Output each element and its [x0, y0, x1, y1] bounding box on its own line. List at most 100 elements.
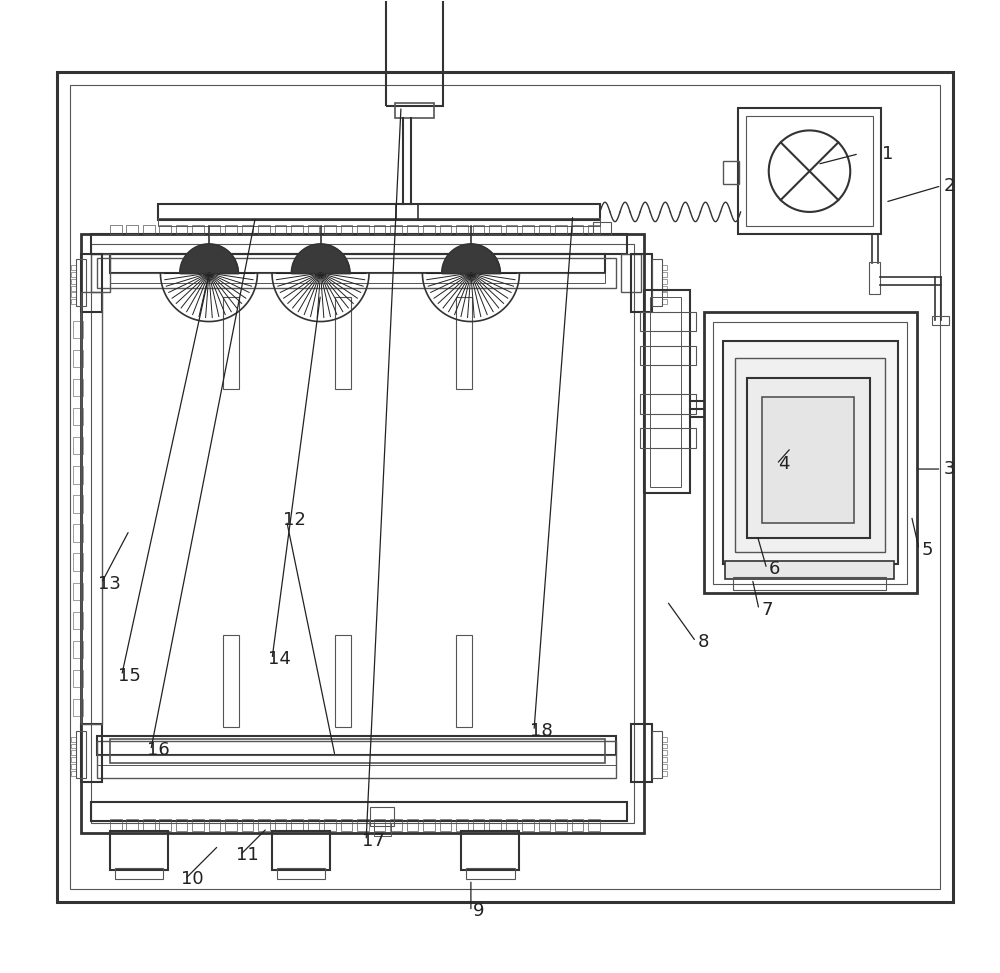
Bar	[390, 819, 402, 831]
Bar	[762, 397, 854, 523]
Bar	[662, 750, 667, 755]
Bar	[662, 286, 667, 291]
Bar	[324, 819, 336, 831]
Bar	[456, 635, 472, 727]
Bar	[662, 266, 667, 270]
Bar	[723, 341, 898, 564]
Text: 15: 15	[118, 667, 141, 685]
Bar	[91, 254, 110, 293]
Bar	[640, 345, 696, 365]
Bar	[747, 378, 870, 538]
Bar	[291, 225, 303, 234]
Bar	[159, 819, 171, 831]
Bar	[621, 254, 641, 293]
Bar	[539, 225, 550, 234]
Bar	[272, 831, 330, 870]
Bar	[522, 819, 534, 831]
Bar	[209, 225, 220, 234]
Bar	[644, 290, 690, 493]
Bar	[308, 819, 319, 831]
Bar	[662, 771, 667, 775]
Bar	[662, 737, 667, 741]
Bar	[97, 755, 616, 765]
Bar	[81, 293, 102, 724]
Text: 5: 5	[921, 541, 933, 559]
Bar	[395, 103, 434, 118]
Bar	[258, 819, 270, 831]
Bar	[588, 819, 600, 831]
Bar	[407, 225, 418, 234]
Bar	[73, 408, 83, 425]
Bar	[192, 819, 204, 831]
Bar	[110, 739, 605, 763]
Bar	[73, 378, 83, 396]
Bar	[71, 771, 76, 775]
Bar	[456, 225, 468, 234]
Bar	[662, 279, 667, 284]
Bar	[555, 819, 567, 831]
Bar	[71, 737, 76, 741]
Bar	[110, 831, 168, 870]
Bar	[456, 819, 468, 831]
Bar	[662, 757, 667, 762]
Bar	[73, 612, 83, 630]
Bar	[662, 764, 667, 769]
Bar	[335, 635, 351, 727]
Bar	[572, 819, 583, 831]
Bar	[275, 225, 286, 234]
Text: 14: 14	[268, 650, 291, 668]
Bar	[440, 225, 451, 234]
Bar	[593, 222, 611, 235]
Bar	[209, 819, 220, 831]
Bar	[291, 819, 303, 831]
Bar	[81, 724, 102, 782]
Bar	[81, 254, 102, 312]
Bar	[71, 279, 76, 284]
Bar	[71, 764, 76, 769]
Bar	[76, 731, 86, 777]
Text: 6: 6	[769, 560, 780, 578]
Text: 1: 1	[882, 145, 894, 162]
Bar	[423, 819, 435, 831]
Bar	[631, 724, 652, 782]
Bar	[662, 743, 667, 748]
Bar	[466, 868, 515, 880]
Bar	[932, 316, 949, 325]
Bar	[386, 0, 443, 106]
Bar	[308, 225, 319, 234]
Bar	[277, 868, 325, 880]
Bar	[115, 868, 163, 880]
Bar	[396, 204, 418, 220]
Bar	[126, 819, 138, 831]
Bar	[81, 234, 644, 833]
Bar	[506, 225, 517, 234]
Bar	[456, 298, 472, 389]
Bar	[192, 225, 204, 234]
Bar	[143, 225, 155, 234]
Bar	[335, 298, 351, 389]
Bar	[110, 273, 605, 283]
Bar	[73, 641, 83, 658]
Bar	[143, 819, 155, 831]
Bar	[423, 225, 435, 234]
Bar	[650, 298, 681, 486]
Bar	[76, 260, 86, 306]
Bar	[71, 293, 76, 298]
Bar	[461, 831, 519, 870]
Bar	[723, 161, 739, 184]
Bar	[71, 286, 76, 291]
Text: 11: 11	[236, 847, 259, 864]
Bar	[506, 819, 517, 831]
Bar	[158, 218, 600, 226]
Bar	[440, 819, 451, 831]
Bar	[225, 819, 237, 831]
Bar	[341, 819, 352, 831]
Bar	[473, 225, 484, 234]
Bar	[176, 819, 187, 831]
Bar	[70, 85, 940, 889]
Text: 9: 9	[473, 902, 484, 920]
Bar	[71, 750, 76, 755]
Bar	[223, 635, 239, 727]
Text: 12: 12	[283, 512, 306, 529]
Bar	[489, 225, 501, 234]
